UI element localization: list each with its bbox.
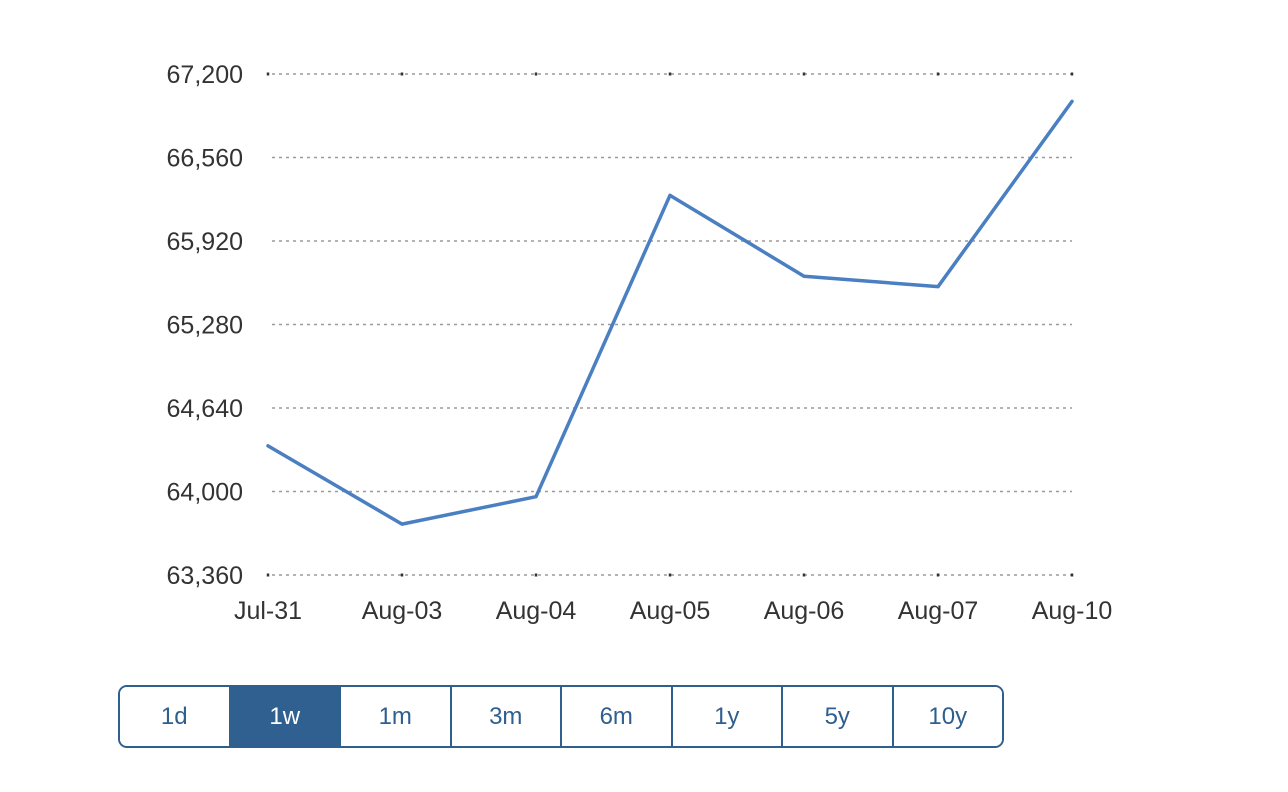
x-tick-label: Aug-10 [1032, 597, 1113, 625]
data-point [936, 285, 940, 289]
y-tick-label: 63,360 [167, 562, 243, 590]
line-chart: 63,360 64,000 64,640 65,280 65,920 66,560 67,2… [167, 61, 1113, 625]
range-button-1m[interactable]: 1m [341, 687, 452, 746]
x-axis-ticks: Jul-31 Aug-03 Aug-04 Aug-05 Aug-06 Aug-07 Aug-… [234, 72, 1113, 625]
range-button-6m[interactable]: 6m [562, 687, 673, 746]
y-tick-label: 66,560 [167, 145, 243, 173]
data-point [266, 444, 270, 448]
series-layer [266, 99, 1074, 526]
y-tick-label: 67,200 [167, 61, 243, 89]
x-tick-label: Jul-31 [234, 597, 302, 625]
y-tick-label: 65,280 [167, 312, 243, 340]
gridlines [272, 73, 1072, 576]
y-tick-label: 65,920 [167, 228, 243, 256]
x-tick-label: Aug-04 [496, 597, 577, 625]
range-button-1y[interactable]: 1y [672, 687, 783, 746]
x-tick-label: Aug-06 [764, 597, 845, 625]
series-line-0 [266, 99, 1074, 526]
time-range-selector: 1d 1w 1m 3m 6m 1y 5y 10y [118, 685, 1004, 748]
range-button-10y[interactable]: 10y [893, 687, 1002, 746]
y-tick-label: 64,000 [167, 479, 243, 507]
data-point [400, 522, 404, 526]
y-axis-ticks: 63,360 64,000 64,640 65,280 65,920 66,560 67,2… [167, 61, 243, 590]
range-button-5y[interactable]: 5y [783, 687, 894, 746]
data-point [534, 495, 538, 499]
range-button-1w[interactable]: 1w [230, 687, 341, 746]
y-tick-label: 64,640 [167, 395, 243, 423]
data-point [802, 274, 806, 278]
x-tick-label: Aug-03 [362, 597, 443, 625]
range-button-1d[interactable]: 1d [120, 687, 231, 746]
data-point [1070, 99, 1074, 103]
x-tick-label: Aug-05 [630, 597, 711, 625]
data-point [668, 193, 672, 197]
x-tick-label: Aug-07 [898, 597, 979, 625]
range-button-3m[interactable]: 3m [451, 687, 562, 746]
